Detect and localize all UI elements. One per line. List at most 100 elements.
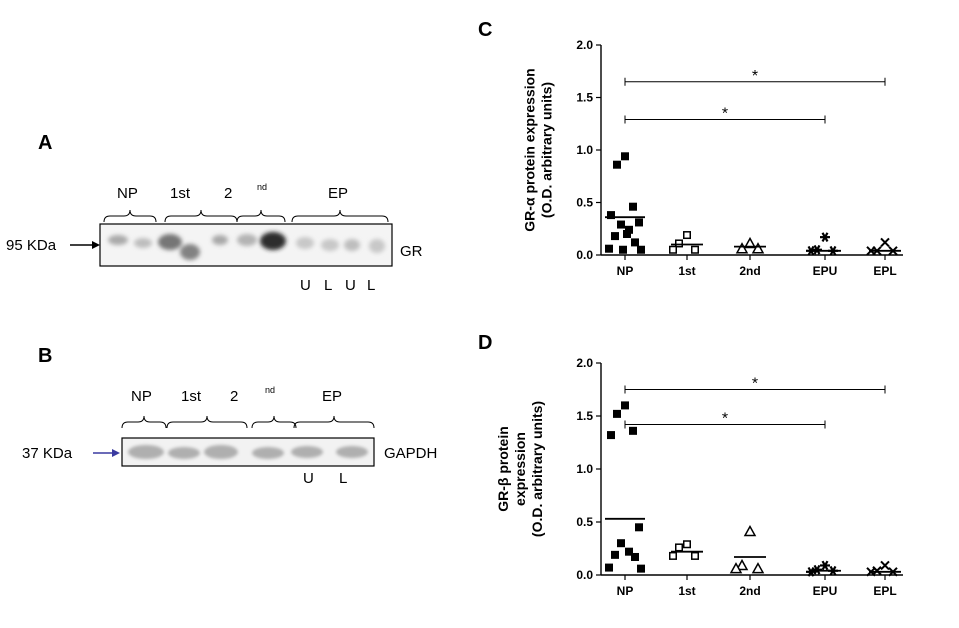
- chart-c-series-epu: [806, 232, 841, 256]
- panel-d-letter: D: [478, 332, 492, 354]
- chart-d-point: [751, 562, 765, 574]
- panel-b-brace-np: [121, 415, 167, 429]
- chart-d-point: [691, 551, 699, 560]
- panel-b-group-ep: EP: [322, 388, 342, 405]
- chart-c-point: [820, 232, 830, 243]
- chart-c-point: [605, 244, 613, 253]
- chart-d-point: [669, 551, 677, 560]
- panel-b-blot: [121, 437, 375, 467]
- chart-d-point: [637, 564, 645, 573]
- chart-d-ytick-label: 2.0: [576, 356, 593, 370]
- chart-d-point: [621, 401, 629, 410]
- chart-c-point: [631, 238, 639, 247]
- panel-a-brace-ep: [291, 209, 389, 223]
- chart-c-point: [607, 211, 615, 220]
- chart-d-significance-bracket: *: [624, 376, 886, 394]
- chart-d-xtick-label: 2nd: [739, 584, 760, 598]
- chart-d-point: [729, 562, 743, 574]
- chart-d-point: [617, 539, 625, 548]
- chart-c-ytick-label: 2.0: [576, 38, 593, 52]
- panel-b-group-1st: 1st: [181, 388, 202, 405]
- chart-d-point: [806, 566, 816, 577]
- panel-b-arrowhead-icon: [112, 449, 120, 457]
- chart-c-point: [625, 225, 633, 234]
- panel-c-letter: C: [478, 19, 492, 41]
- chart-d-point: [820, 560, 830, 571]
- chart-c-ylabel-line: GR-α protein expression: [522, 68, 538, 231]
- chart-c-point: [621, 152, 629, 161]
- panel-a-group-2: 2: [224, 185, 232, 202]
- panel-b-group-nd: nd: [265, 385, 275, 395]
- chart-d-point: [743, 524, 757, 537]
- panel-a-brace-1st: [164, 209, 238, 223]
- chart-d-point: [605, 563, 613, 572]
- chart-c-point: [617, 220, 625, 229]
- chart-c-ytick-label: 0.0: [576, 248, 593, 262]
- panel-a-group-ep: EP: [328, 185, 348, 202]
- chart-c-series-np: [605, 152, 645, 254]
- chart-c-point: [629, 202, 637, 211]
- chart-d-point: [607, 431, 615, 440]
- chart-d-series-2nd: [729, 524, 766, 574]
- chart-d-point: [631, 552, 639, 561]
- panel-a-mw-label: 95 KDa: [6, 237, 57, 254]
- panel-a-arrowhead-icon: [92, 241, 100, 249]
- panel-b-group-np: NP: [131, 388, 152, 405]
- chart-c-ytick-label: 1.5: [576, 91, 593, 105]
- chart-c-point: [635, 218, 643, 227]
- chart-c-ylabel-line: (O.D. arbitrary units): [539, 82, 555, 218]
- panel-a-lane-l2: L: [367, 277, 375, 294]
- chart-d-significance-bracket: *: [624, 410, 826, 429]
- chart-c-xtick-label: EPU: [813, 264, 838, 278]
- chart-c-ytick-label: 1.0: [576, 143, 593, 157]
- chart-c-point: [669, 245, 677, 254]
- chart-c-point: [619, 245, 627, 254]
- panel-a-brace-np: [103, 209, 157, 223]
- chart-c-point: [735, 242, 749, 254]
- chart-c-point: [637, 245, 645, 254]
- chart-d-point: [683, 540, 691, 549]
- chart-d-significance-star: *: [722, 410, 728, 427]
- panel-b-brace-1st-2nd: [166, 415, 248, 429]
- chart-d-point: [629, 426, 637, 435]
- panel-b-group-2: 2: [230, 388, 238, 405]
- panel-a-group-nd: nd: [257, 182, 267, 192]
- chart-d-ylabel-line: GR-β protein: [495, 426, 511, 512]
- chart-c-significance-bracket: *: [624, 106, 826, 124]
- chart-d-point: [625, 547, 633, 556]
- panel-b-brace-ep: [293, 415, 375, 429]
- panel-b-brace-nd: [251, 415, 297, 429]
- chart-c-point: [623, 230, 631, 238]
- chart-c-point: [613, 160, 621, 169]
- panel-a: A NP 1st 2 nd EP 95 KDa: [6, 132, 423, 294]
- chart-d-ylabel: GR-β proteinexpression(O.D. arbitrary un…: [495, 401, 545, 537]
- panel-b-lane-u: U: [303, 470, 314, 487]
- panel-b-protein-label: GAPDH: [384, 445, 437, 462]
- chart-d-series-epl: [866, 560, 901, 577]
- panel-a-lane-l1: L: [324, 277, 332, 294]
- chart-d-xtick-label: 1st: [678, 584, 695, 598]
- chart-c-xtick-label: 1st: [678, 264, 695, 278]
- chart-d-point: [635, 523, 643, 532]
- chart-c-point: [611, 232, 619, 241]
- chart-d-xtick-label: EPL: [873, 584, 896, 598]
- panel-a-lane-u1: U: [300, 277, 311, 294]
- chart-d-ytick-label: 1.0: [576, 462, 593, 476]
- chart-c: 0.0 0.5 1.0 1.5 2.0 NP 1st 2nd EPU EPL GR-α protei…: [522, 38, 903, 278]
- chart-d-series-np: [605, 401, 645, 573]
- chart-d-xtick-label: EPU: [813, 584, 838, 598]
- chart-d-ytick-label: 0.5: [576, 515, 593, 529]
- chart-d-point: [880, 560, 890, 571]
- chart-c-significance-bracket: *: [624, 68, 886, 86]
- chart-c-point: [683, 231, 691, 240]
- chart-d-ylabel-line: (O.D. arbitrary units): [529, 401, 545, 537]
- panel-b-lane-l: L: [339, 470, 347, 487]
- chart-c-ylabel: GR-α protein expression(O.D. arbitrary u…: [522, 68, 555, 231]
- chart-c-xtick-label: NP: [617, 264, 634, 278]
- chart-c-point: [880, 237, 890, 248]
- chart-d-ytick-label: 0.0: [576, 568, 593, 582]
- chart-c-significance-star: *: [722, 106, 728, 123]
- chart-d-series-epu: [806, 560, 841, 577]
- panel-a-brace-2nd: [236, 209, 286, 223]
